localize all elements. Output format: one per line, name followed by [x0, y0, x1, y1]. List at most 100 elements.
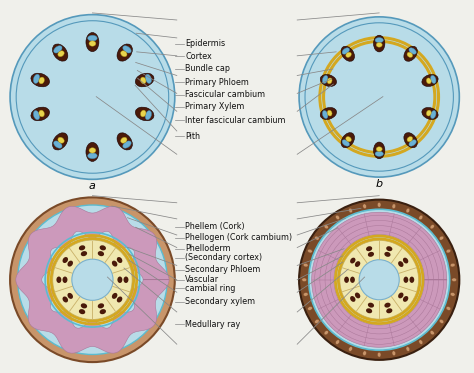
- Ellipse shape: [439, 236, 444, 240]
- Ellipse shape: [384, 303, 391, 308]
- Ellipse shape: [404, 133, 417, 148]
- Ellipse shape: [375, 151, 383, 156]
- Ellipse shape: [430, 110, 436, 119]
- Text: Fascicular cambium: Fascicular cambium: [185, 90, 265, 99]
- Ellipse shape: [67, 261, 73, 267]
- Ellipse shape: [342, 48, 349, 54]
- Ellipse shape: [302, 278, 307, 282]
- Ellipse shape: [112, 293, 118, 299]
- Text: Medullary ray: Medullary ray: [185, 320, 240, 329]
- Ellipse shape: [315, 236, 319, 240]
- Ellipse shape: [403, 277, 408, 283]
- Ellipse shape: [79, 309, 85, 314]
- Ellipse shape: [363, 351, 366, 355]
- Ellipse shape: [368, 303, 374, 308]
- Circle shape: [53, 240, 132, 319]
- Ellipse shape: [315, 319, 319, 323]
- Ellipse shape: [136, 73, 154, 87]
- Ellipse shape: [123, 141, 131, 148]
- Ellipse shape: [121, 51, 127, 57]
- Ellipse shape: [377, 352, 381, 357]
- Ellipse shape: [88, 35, 97, 41]
- Ellipse shape: [63, 257, 68, 263]
- Ellipse shape: [303, 292, 308, 296]
- Ellipse shape: [53, 44, 68, 61]
- Ellipse shape: [430, 75, 436, 84]
- Ellipse shape: [350, 258, 356, 263]
- Ellipse shape: [398, 261, 403, 267]
- Ellipse shape: [344, 277, 349, 283]
- Circle shape: [299, 17, 459, 177]
- Ellipse shape: [100, 309, 106, 314]
- Ellipse shape: [349, 208, 352, 213]
- Ellipse shape: [56, 276, 61, 283]
- Ellipse shape: [33, 110, 40, 120]
- Ellipse shape: [406, 347, 410, 351]
- Ellipse shape: [88, 153, 97, 159]
- Ellipse shape: [407, 52, 413, 57]
- Text: Phellem (Cork): Phellem (Cork): [185, 222, 245, 231]
- Ellipse shape: [346, 137, 351, 142]
- Text: Secondary Phloem: Secondary Phloem: [185, 266, 261, 275]
- Ellipse shape: [63, 276, 67, 283]
- Text: Secondary xylem: Secondary xylem: [185, 297, 255, 307]
- Ellipse shape: [81, 251, 87, 256]
- Text: (Secondary cortex): (Secondary cortex): [185, 253, 263, 262]
- Circle shape: [340, 241, 419, 319]
- Ellipse shape: [422, 107, 438, 119]
- Ellipse shape: [39, 110, 45, 117]
- Ellipse shape: [63, 297, 68, 303]
- Ellipse shape: [392, 204, 396, 209]
- Ellipse shape: [81, 303, 87, 308]
- Ellipse shape: [58, 51, 64, 57]
- Ellipse shape: [117, 44, 132, 61]
- Ellipse shape: [363, 204, 366, 209]
- Ellipse shape: [39, 77, 45, 84]
- Text: Vascular: Vascular: [185, 275, 219, 284]
- Ellipse shape: [140, 110, 146, 117]
- Ellipse shape: [419, 340, 423, 344]
- Ellipse shape: [355, 292, 360, 298]
- Ellipse shape: [346, 52, 351, 57]
- Ellipse shape: [374, 142, 385, 159]
- Ellipse shape: [342, 140, 349, 146]
- Ellipse shape: [79, 245, 85, 250]
- Ellipse shape: [376, 147, 382, 151]
- Ellipse shape: [121, 137, 127, 143]
- Ellipse shape: [446, 307, 451, 310]
- Ellipse shape: [409, 48, 416, 54]
- Ellipse shape: [422, 75, 438, 87]
- Ellipse shape: [409, 140, 416, 146]
- Ellipse shape: [384, 252, 391, 257]
- Ellipse shape: [376, 43, 382, 47]
- Text: Epidermis: Epidermis: [185, 40, 225, 48]
- Ellipse shape: [327, 110, 332, 116]
- Ellipse shape: [366, 308, 372, 313]
- Text: a: a: [89, 181, 96, 191]
- Ellipse shape: [406, 208, 410, 213]
- Ellipse shape: [452, 278, 456, 282]
- Ellipse shape: [118, 276, 122, 283]
- Circle shape: [72, 259, 113, 300]
- Ellipse shape: [89, 41, 96, 46]
- Circle shape: [359, 260, 399, 300]
- Ellipse shape: [31, 107, 49, 121]
- Ellipse shape: [450, 263, 455, 267]
- Text: Inter fascicular cambium: Inter fascicular cambium: [185, 116, 286, 125]
- Circle shape: [10, 197, 175, 362]
- Ellipse shape: [98, 303, 104, 308]
- Ellipse shape: [427, 78, 431, 84]
- Ellipse shape: [430, 225, 434, 229]
- Ellipse shape: [100, 245, 106, 250]
- Circle shape: [18, 205, 167, 354]
- Ellipse shape: [377, 203, 381, 207]
- Ellipse shape: [366, 246, 372, 251]
- Ellipse shape: [308, 307, 312, 310]
- Text: Phellogen (Cork cambium): Phellogen (Cork cambium): [185, 233, 292, 242]
- Ellipse shape: [67, 293, 73, 299]
- Circle shape: [309, 209, 450, 350]
- Ellipse shape: [439, 319, 444, 323]
- Ellipse shape: [54, 46, 62, 53]
- Ellipse shape: [419, 215, 423, 220]
- Ellipse shape: [446, 249, 451, 253]
